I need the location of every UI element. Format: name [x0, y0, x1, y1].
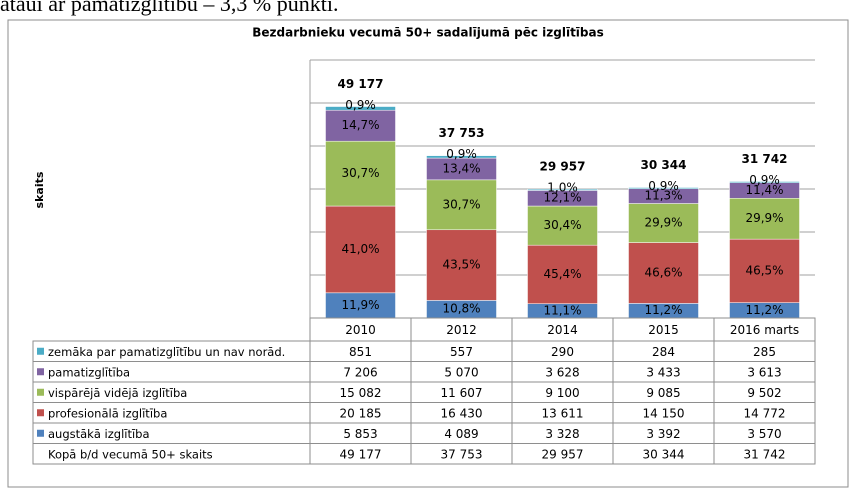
share-label: 0,9%	[648, 179, 679, 193]
table-value: 290	[551, 345, 574, 359]
share-label: 11,9%	[341, 298, 379, 312]
share-label: 11,1%	[543, 303, 581, 317]
share-label: 41,0%	[341, 242, 379, 256]
legend-label: zemāka par pamatizglītību un nav norād.	[48, 345, 285, 359]
share-label: 29,9%	[644, 216, 682, 230]
table-value: 9 100	[545, 386, 579, 400]
category-label: 2010	[345, 323, 376, 337]
bar-segment	[325, 106, 396, 111]
share-label: 11,2%	[644, 303, 682, 317]
total-label: 29 957	[540, 160, 586, 174]
bar-segment	[729, 181, 800, 183]
table-total: 30 344	[643, 447, 685, 461]
bar-segment	[325, 292, 396, 319]
share-label: 0,9%	[345, 98, 376, 112]
legend-swatch	[37, 388, 44, 396]
table-value: 851	[349, 345, 372, 359]
table-total: 37 753	[441, 447, 483, 461]
table-total: 29 957	[542, 447, 584, 461]
table-value: 11 607	[441, 386, 483, 400]
legend-swatch	[37, 409, 44, 417]
table-value: 284	[652, 345, 675, 359]
bar-segment	[527, 205, 598, 246]
share-label: 45,4%	[543, 267, 581, 281]
legend-label: vispārējā vidējā izglītība	[48, 386, 187, 400]
bar-segment	[527, 244, 598, 304]
category-label: 2014	[547, 323, 578, 337]
bar-segment	[426, 155, 497, 159]
total-label: 30 344	[641, 158, 687, 172]
share-label: 29,9%	[745, 211, 783, 225]
category-label: 2016 marts	[730, 323, 799, 337]
header-text: ataui ar pamatizglītību – 3,3 % punkti.	[0, 0, 338, 16]
chart-title: Bezdarbnieku vecumā 50+ sadalījumā pēc i…	[252, 26, 604, 40]
legend-label: pamatizglītība	[48, 365, 130, 379]
table-value: 5 070	[444, 365, 478, 379]
table-value: 3 392	[646, 427, 680, 441]
table-value: 5 853	[343, 427, 377, 441]
total-row-label: Kopā b/d vecumā 50+ skaits	[48, 447, 213, 461]
legend-swatch	[37, 368, 44, 376]
bar-segment	[729, 238, 800, 303]
bar-segment	[628, 187, 699, 189]
table-value: 20 185	[340, 406, 382, 420]
bar-segment	[527, 188, 598, 191]
table-value: 14 150	[643, 406, 685, 420]
table-value: 9 085	[646, 386, 680, 400]
bar-segment	[325, 140, 396, 207]
table-value: 3 628	[545, 365, 579, 379]
legend-swatch	[37, 429, 44, 437]
legend-label: augstākā izglītība	[48, 427, 150, 441]
total-label: 49 177	[338, 77, 384, 91]
share-label: 11,2%	[745, 303, 783, 317]
total-label: 31 742	[742, 152, 788, 166]
bar-segment	[426, 179, 497, 231]
bar-segment	[426, 229, 497, 301]
share-label: 30,7%	[442, 197, 480, 211]
table-value: 16 430	[441, 406, 483, 420]
table-value: 7 206	[343, 365, 377, 379]
share-label: 11,3%	[644, 189, 682, 203]
share-label: 46,5%	[745, 263, 783, 277]
table-value: 14 772	[744, 406, 786, 420]
share-label: 43,5%	[442, 258, 480, 272]
table-value: 15 082	[340, 386, 382, 400]
bar-segment	[628, 242, 699, 304]
table-value: 13 611	[542, 406, 584, 420]
share-label: 11,4%	[745, 183, 783, 197]
legend-label: profesionālā izglītība	[48, 406, 167, 420]
table-value: 3 433	[646, 365, 680, 379]
share-label: 30,4%	[543, 218, 581, 232]
table-total: 31 742	[744, 447, 786, 461]
table-value: 3 613	[747, 365, 781, 379]
share-label: 30,7%	[341, 166, 379, 180]
share-label: 46,6%	[644, 265, 682, 279]
table-total: 49 177	[340, 447, 382, 461]
share-label: 14,7%	[341, 118, 379, 132]
share-label: 0,9%	[749, 173, 780, 187]
share-label: 13,4%	[442, 161, 480, 175]
table-value: 557	[450, 345, 473, 359]
bar-segment	[325, 205, 396, 294]
table-value: 9 502	[747, 386, 781, 400]
table-value: 285	[753, 345, 776, 359]
share-label: 1,0%	[547, 181, 578, 195]
category-label: 2012	[446, 323, 477, 337]
y-axis-label: skaits	[33, 171, 46, 208]
table-value: 3 570	[747, 427, 781, 441]
bar-segment	[325, 109, 396, 142]
table-value: 4 089	[444, 427, 478, 441]
total-label: 37 753	[439, 126, 485, 140]
category-label: 2015	[648, 323, 679, 337]
legend-swatch	[37, 347, 44, 355]
share-label: 12,1%	[543, 191, 581, 205]
share-label: 0,9%	[446, 147, 477, 161]
share-label: 10,8%	[442, 302, 480, 316]
table-row	[32, 443, 816, 465]
table-value: 3 328	[545, 427, 579, 441]
